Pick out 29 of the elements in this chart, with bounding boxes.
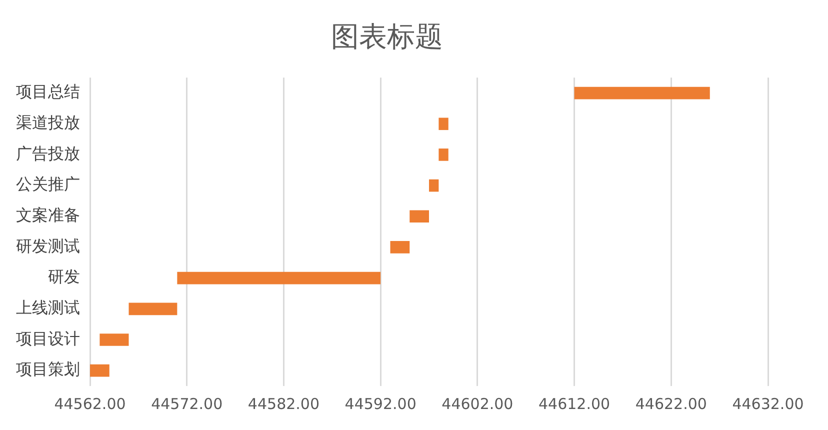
bar: [410, 210, 429, 223]
y-tick-label: 项目策划: [16, 360, 80, 379]
bar: [177, 272, 381, 284]
bar: [574, 86, 710, 100]
bar: [429, 179, 439, 192]
y-tick-label: 公关推广: [16, 174, 80, 194]
chart-title: 图表标题: [331, 20, 443, 54]
x-tick-label: 44632.00: [732, 394, 804, 413]
x-tick-label: 44582.00: [248, 394, 320, 413]
x-tick-label: 44592.00: [344, 394, 416, 413]
y-tick-label: 渠道投放: [16, 113, 80, 132]
x-tick-label: 44562.00: [54, 394, 126, 413]
y-tick-label: 研发测试: [16, 236, 80, 256]
x-tick-label: 44602.00: [442, 394, 514, 413]
bar: [438, 118, 448, 130]
bar: [438, 148, 448, 161]
y-tick-label: 项目总结: [16, 82, 80, 102]
bar: [100, 334, 129, 346]
bar: [128, 302, 178, 316]
bar: [90, 364, 110, 377]
x-tick-label: 44572.00: [151, 394, 223, 413]
y-tick-label: 广告投放: [16, 144, 80, 163]
bar: [390, 241, 410, 254]
x-tick-label: 44612.00: [538, 394, 610, 413]
y-tick-label: 研发: [48, 267, 80, 286]
y-tick-label: 项目设计: [16, 328, 80, 348]
y-tick-label: 上线测试: [16, 298, 80, 318]
x-tick-label: 44622.00: [635, 394, 707, 413]
y-tick-label: 文案准备: [16, 206, 80, 225]
